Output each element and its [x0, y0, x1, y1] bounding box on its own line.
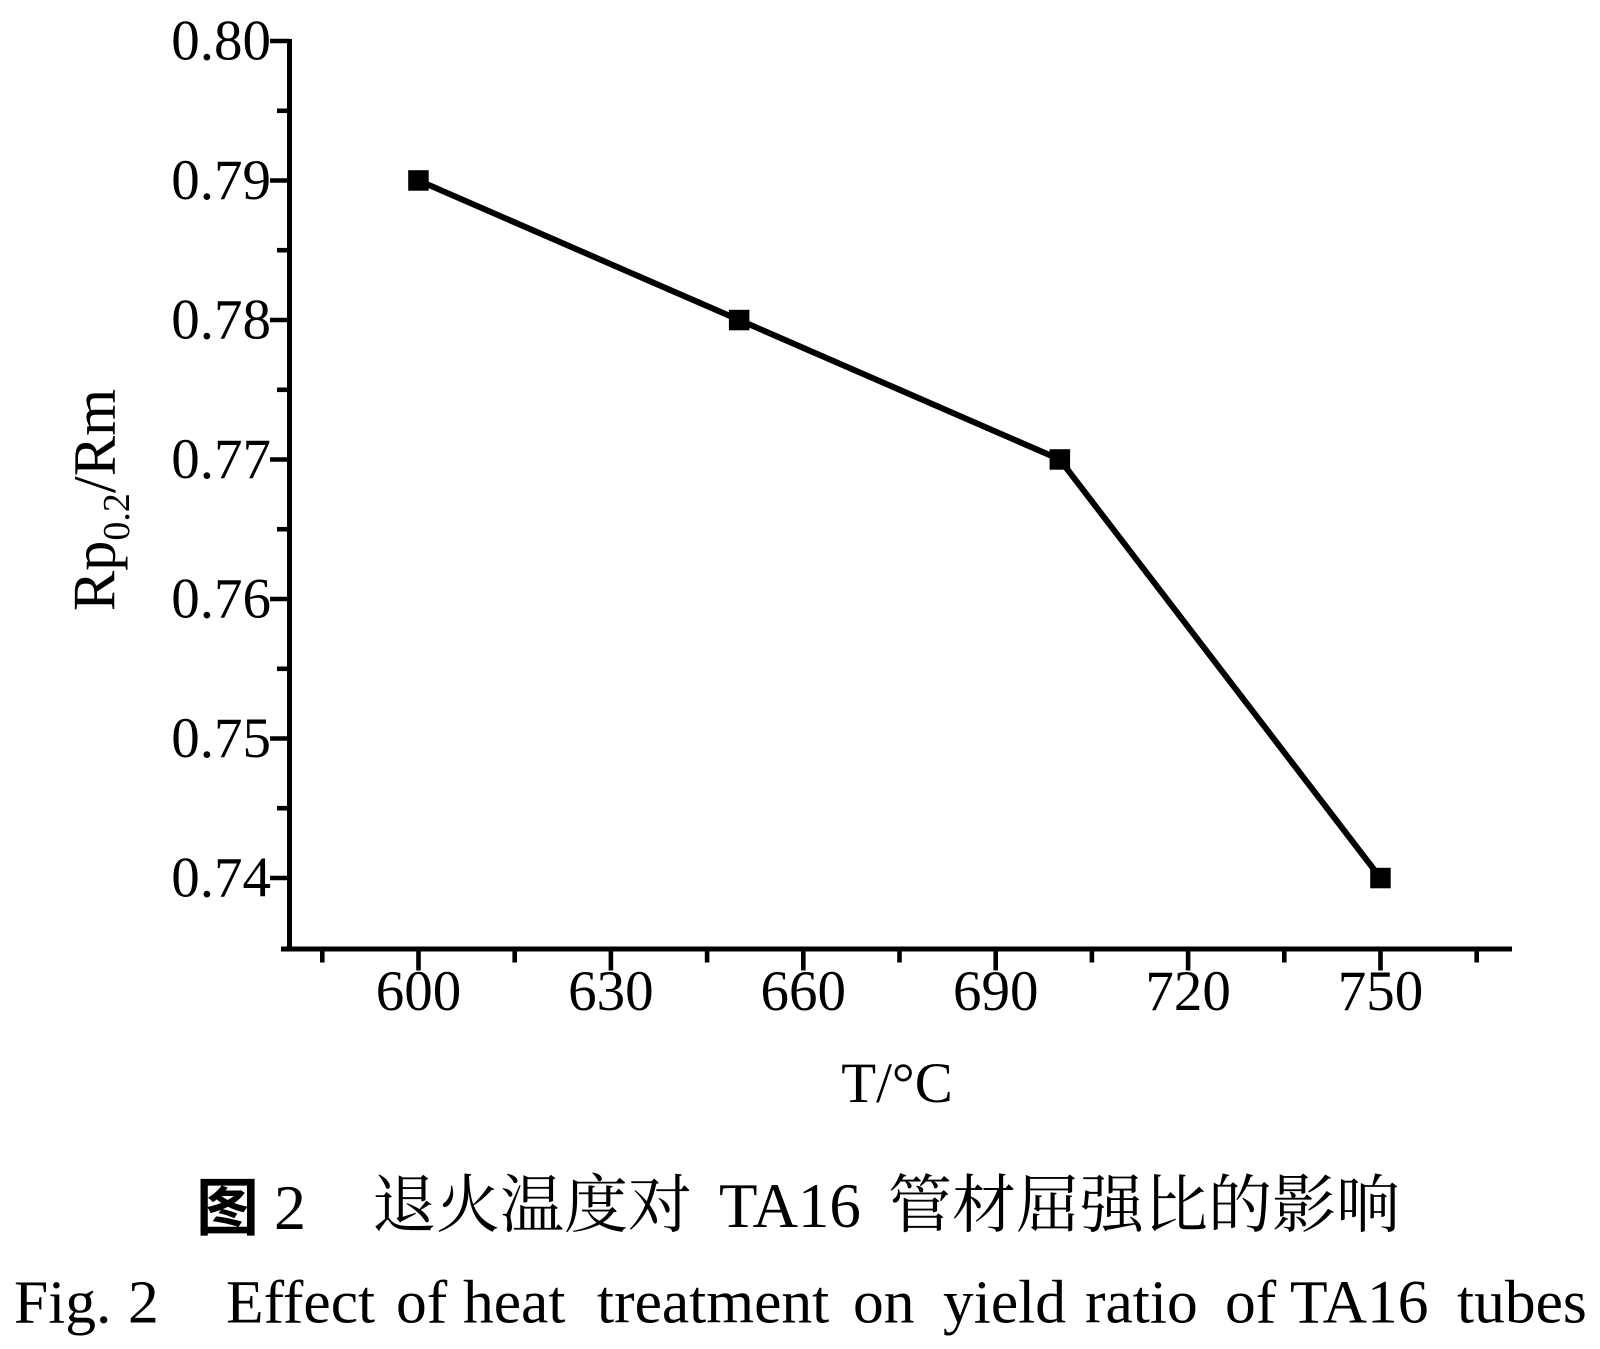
svg-text:Fig.: Fig.	[14, 1269, 111, 1337]
svg-text:heat: heat	[463, 1269, 565, 1337]
svg-text:2: 2	[128, 1269, 159, 1337]
svg-text:750: 750	[1338, 960, 1424, 1023]
svg-text:0.77: 0.77	[171, 428, 271, 491]
svg-text:0.80: 0.80	[171, 10, 271, 73]
svg-text:TA16: TA16	[719, 1171, 861, 1241]
svg-text:0.75: 0.75	[171, 707, 271, 770]
svg-text:Effect: Effect	[226, 1269, 375, 1337]
svg-text:0.74: 0.74	[171, 847, 271, 910]
svg-text:690: 690	[953, 960, 1039, 1023]
svg-text:0.79: 0.79	[171, 149, 271, 212]
svg-text:720: 720	[1145, 960, 1231, 1023]
svg-text:tubes: tubes	[1457, 1269, 1587, 1337]
svg-text:ratio: ratio	[1085, 1269, 1198, 1337]
svg-text:T/°C: T/°C	[841, 1052, 952, 1115]
svg-text:yield: yield	[943, 1269, 1066, 1337]
svg-text:0.78: 0.78	[171, 289, 271, 352]
svg-text:of: of	[396, 1269, 448, 1337]
svg-text:TA16: TA16	[1290, 1269, 1429, 1337]
svg-text:2: 2	[274, 1172, 306, 1243]
svg-text:660: 660	[761, 960, 847, 1023]
svg-text:of: of	[1225, 1269, 1277, 1337]
svg-text:Rp0.2/Rm: Rp0.2/Rm	[62, 389, 139, 611]
svg-text:0.76: 0.76	[171, 568, 271, 631]
svg-text:600: 600	[376, 960, 462, 1023]
svg-text:treatment: treatment	[597, 1269, 829, 1337]
svg-text:630: 630	[568, 960, 654, 1023]
svg-text:on: on	[853, 1269, 915, 1337]
